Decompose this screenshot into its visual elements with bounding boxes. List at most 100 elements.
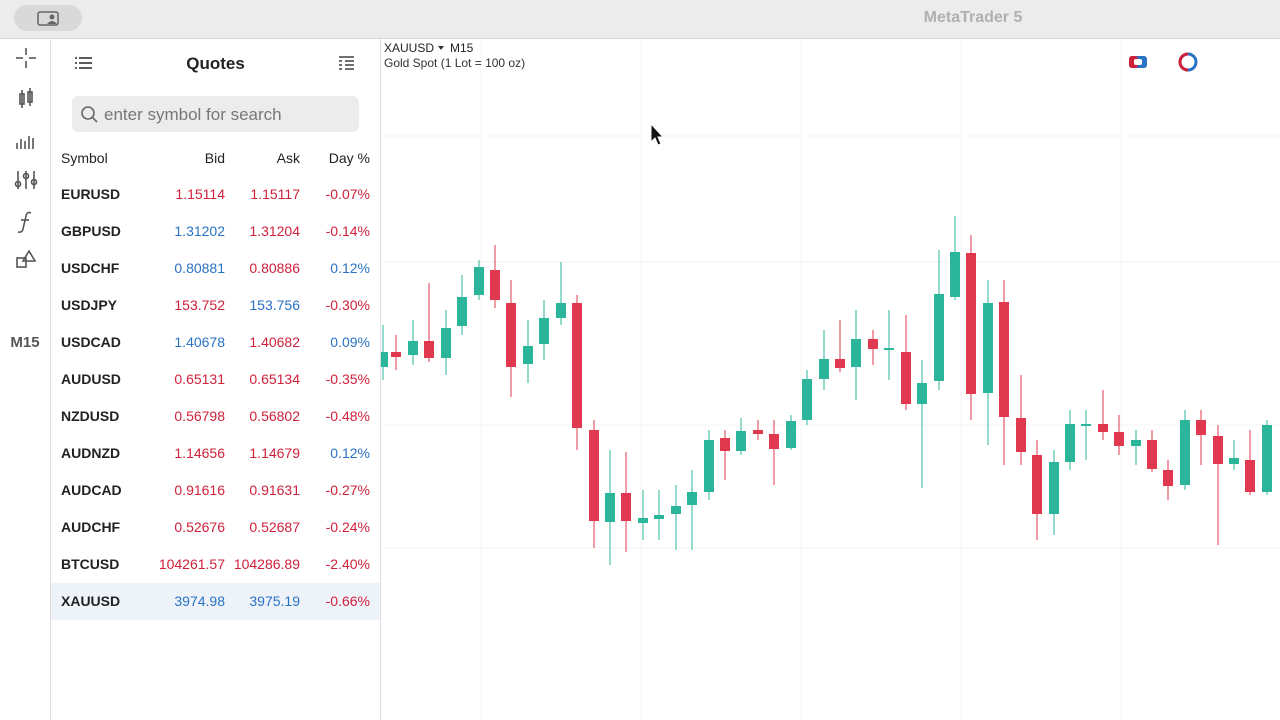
- title-bar: MetaTrader 5: [0, 0, 1280, 39]
- symbol: USDJPY: [61, 297, 118, 313]
- bid-price: 1.31202: [174, 223, 225, 239]
- quote-row[interactable]: BTCUSD 104261.57 104286.89 -2.40%: [51, 546, 380, 583]
- tool-bar: M15: [0, 39, 51, 720]
- detail-icon[interactable]: [339, 56, 359, 72]
- quote-row[interactable]: AUDNZD 1.14656 1.14679 0.12%: [51, 435, 380, 472]
- bid-price: 153.752: [174, 297, 225, 313]
- day-price: -0.30%: [325, 297, 370, 313]
- day-price: -0.27%: [325, 482, 370, 498]
- bid-price: 1.14656: [174, 445, 225, 461]
- candle-body: [884, 348, 894, 350]
- candle-body: [1131, 440, 1141, 446]
- candle-body: [671, 506, 681, 514]
- symbol: BTCUSD: [61, 556, 120, 572]
- ask-price: 1.31204: [249, 223, 300, 239]
- objects-icon[interactable]: [16, 249, 37, 268]
- candle-body: [523, 346, 533, 364]
- chart-type-icon[interactable]: [19, 88, 33, 108]
- symbol: AUDCHF: [61, 519, 121, 535]
- ask-price: 104286.89: [233, 556, 300, 572]
- ask-price: 0.65134: [249, 371, 300, 387]
- candle-body: [1262, 425, 1272, 492]
- day-price: -0.66%: [325, 593, 370, 609]
- candle-body: [1114, 432, 1124, 446]
- day-price: -0.07%: [325, 186, 370, 202]
- day-price: 0.12%: [330, 445, 370, 461]
- sidebar-button[interactable]: [14, 5, 82, 31]
- search-box[interactable]: enter symbol for search: [72, 96, 359, 132]
- day-price: -0.48%: [325, 408, 370, 424]
- candle-body: [1016, 418, 1026, 452]
- ask-price: 153.756: [249, 297, 300, 313]
- candle-body: [769, 434, 779, 449]
- ask-price: 0.91631: [249, 482, 300, 498]
- chart-symbol[interactable]: XAUUSD: [384, 41, 435, 55]
- symbol: XAUUSD: [61, 593, 121, 609]
- candle-body: [556, 303, 566, 318]
- quote-row[interactable]: GBPUSD 1.31202 1.31204 -0.14%: [51, 213, 380, 250]
- quote-row[interactable]: XAUUSD 3974.98 3975.19 -0.66%: [51, 583, 380, 620]
- candle-body: [819, 359, 829, 379]
- bid-price: 0.65131: [174, 371, 225, 387]
- candle-body: [408, 341, 418, 355]
- ask-price: 1.40682: [249, 334, 300, 350]
- candle-body: [934, 294, 944, 381]
- candle-body: [736, 431, 746, 451]
- quote-row[interactable]: AUDCHF 0.52676 0.52687 -0.24%: [51, 509, 380, 546]
- trade-icon[interactable]: [1127, 53, 1149, 71]
- candle-body: [1065, 424, 1075, 462]
- column-header[interactable]: Day %: [328, 150, 370, 166]
- icon: [37, 11, 59, 26]
- bid-price: 104261.57: [158, 556, 225, 572]
- candle-body: [802, 379, 812, 420]
- quote-row[interactable]: USDJPY 153.752 153.756 -0.30%: [51, 287, 380, 324]
- depth-icon[interactable]: [1177, 51, 1199, 73]
- ask-price: 3975.19: [249, 593, 300, 609]
- bid-price: 1.40678: [174, 334, 225, 350]
- window-title: MetaTrader 5: [923, 9, 1023, 26]
- column-header[interactable]: Bid: [204, 150, 225, 166]
- list-icon[interactable]: [75, 56, 95, 72]
- column-header[interactable]: Symbol: [61, 150, 108, 166]
- candle-body: [901, 352, 911, 404]
- candle-body: [654, 515, 664, 519]
- candle-body: [1081, 424, 1091, 426]
- quote-row[interactable]: EURUSD 1.15114 1.15117 -0.07%: [51, 176, 380, 213]
- quote-row[interactable]: NZDUSD 0.56798 0.56802 -0.48%: [51, 398, 380, 435]
- quote-row[interactable]: AUDUSD 0.65131 0.65134 -0.35%: [51, 361, 380, 398]
- candle-body: [1196, 420, 1206, 435]
- candle-body: [572, 303, 582, 428]
- crosshair-icon[interactable]: [16, 48, 36, 68]
- quote-row[interactable]: USDCHF 0.80881 0.80886 0.12%: [51, 250, 380, 287]
- candle-body: [391, 352, 401, 357]
- mouse-cursor: [650, 123, 665, 146]
- candle-body: [950, 252, 960, 297]
- symbol: AUDCAD: [61, 482, 122, 498]
- day-price: -0.14%: [325, 223, 370, 239]
- symbol: AUDNZD: [61, 445, 121, 461]
- settings-icon[interactable]: [14, 171, 38, 189]
- timeframe-button[interactable]: M15: [10, 334, 40, 351]
- indicators-icon[interactable]: [16, 136, 34, 149]
- ask-price: 0.56802: [249, 408, 300, 424]
- candle-body: [1180, 420, 1190, 485]
- candle-body: [786, 421, 796, 448]
- candle-body: [983, 303, 993, 393]
- candle-body: [753, 430, 763, 434]
- day-price: -0.35%: [325, 371, 370, 387]
- bid-price: 0.52676: [174, 519, 225, 535]
- column-header[interactable]: Ask: [276, 150, 300, 166]
- quotes-table: Symbol Bid Ask Day % EURUSD 1.15114 1.15117 -0.…: [51, 139, 380, 659]
- candle-body: [1147, 440, 1157, 469]
- bid-price: 0.91616: [174, 482, 225, 498]
- quote-row[interactable]: USDCAD 1.40678 1.40682 0.09%: [51, 324, 380, 361]
- candle-body: [506, 303, 516, 367]
- candle-body: [868, 339, 878, 349]
- candle-body: [441, 328, 451, 358]
- chart-timeframe: M15: [450, 41, 474, 55]
- candle-body: [917, 383, 927, 404]
- symbol: NZDUSD: [61, 408, 120, 424]
- function-icon[interactable]: [17, 211, 32, 233]
- quote-row[interactable]: AUDCAD 0.91616 0.91631 -0.27%: [51, 472, 380, 509]
